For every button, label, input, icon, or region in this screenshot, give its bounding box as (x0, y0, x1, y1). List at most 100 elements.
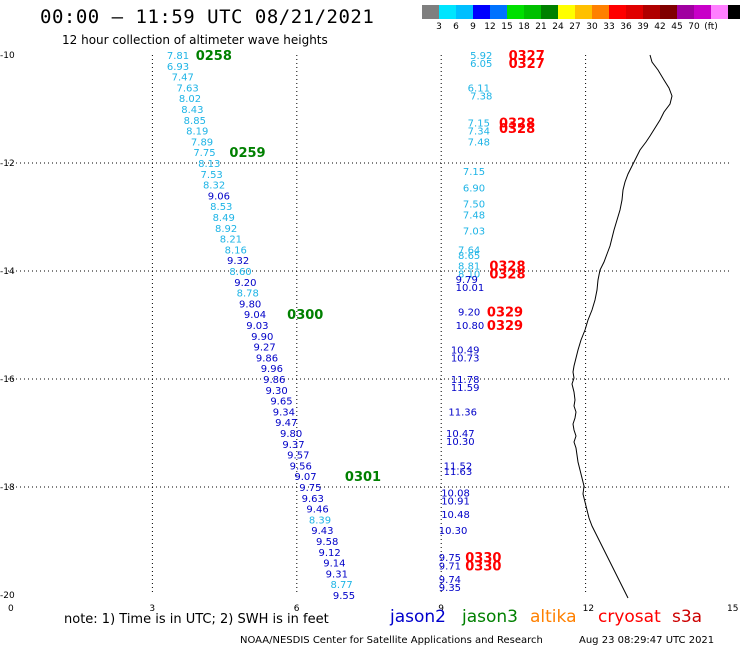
wave-height-value: 8.32 (203, 181, 225, 192)
wave-height-value: 10.49 (451, 345, 480, 356)
wave-height-value: 9.12 (318, 548, 340, 559)
wave-height-value: 9.56 (290, 461, 312, 472)
wave-height-value: 10.01 (456, 283, 485, 294)
wave-height-value: 7.50 (463, 200, 485, 211)
wave-height-value: 9.47 (275, 418, 297, 429)
x-tick-label: 0 (8, 604, 14, 614)
legend-s3a: s3a (672, 607, 703, 627)
wave-height-value: 9.27 (253, 343, 275, 354)
wave-height-value: 9.79 (456, 275, 478, 286)
legend-jason3: jason3 (462, 607, 518, 627)
wave-height-value: 9.07 (294, 472, 316, 483)
scale-label: 15 (501, 22, 513, 32)
pass-time-label: 0327 (509, 49, 545, 64)
wave-height-color-scale (422, 5, 740, 19)
wave-height-value: 9.37 (282, 440, 304, 451)
wave-height-value: 7.63 (176, 83, 198, 94)
scale-label: 39 (637, 22, 649, 32)
scale-swatch-9 (575, 5, 592, 19)
units-note: note: 1) Time is in UTC; 2) SWH is in fe… (64, 612, 329, 627)
wave-height-value: 8.13 (198, 159, 220, 170)
wave-height-value: 6.11 (468, 83, 490, 94)
scale-swatch-10 (592, 5, 609, 19)
x-tick-label: 12 (583, 604, 594, 614)
wave-height-value: 10.91 (441, 497, 470, 508)
scale-swatch-18 (728, 5, 740, 19)
wave-height-value: 9.63 (302, 494, 324, 505)
pass-time-label: 0328 (499, 117, 535, 132)
pass-time-labels: 0258025903000301032703270328032803280328… (196, 49, 545, 574)
scale-swatch-17 (711, 5, 728, 19)
wave-height-value: 9.65 (270, 397, 292, 408)
pass-time-label: 0259 (229, 146, 265, 161)
wave-height-value: 5.92 (470, 51, 492, 62)
wave-height-value: 8.49 (213, 213, 235, 224)
wave-height-value: 7.48 (468, 137, 490, 148)
wave-height-value: 7.38 (470, 92, 492, 103)
scale-swatch-2 (456, 5, 473, 19)
scale-label: 18 (518, 22, 530, 32)
wave-height-value: 8.19 (186, 127, 208, 138)
wave-height-value: 7.81 (167, 51, 189, 62)
wave-height-value: 9.80 (239, 299, 261, 310)
wave-height-value: 9.58 (316, 537, 338, 548)
wave-height-value: 7.48 (463, 210, 485, 221)
pass-time-label: 0329 (487, 319, 523, 334)
scale-label: 6 (453, 22, 459, 32)
wave-height-value: 8.39 (309, 515, 331, 526)
wave-height-value: 7.15 (468, 119, 490, 130)
x-tick-label: 6 (294, 604, 300, 614)
wave-height-value: 8.78 (237, 289, 259, 300)
wave-height-value: 10.80 (456, 321, 485, 332)
scale-swatch-7 (541, 5, 558, 19)
scale-swatch-14 (660, 5, 677, 19)
wave-height-value: 9.32 (227, 256, 249, 267)
scale-label: 33 (603, 22, 615, 32)
pass-time-label: 0328 (489, 268, 525, 283)
wave-height-value: 9.90 (251, 332, 273, 343)
wave-height-value: 9.55 (333, 591, 355, 602)
map-subtitle: 12 hour collection of altimeter wave hei… (62, 33, 328, 47)
wave-height-value: 9.30 (266, 386, 288, 397)
scale-label: 45 (671, 22, 683, 32)
wave-height-value: 8.85 (184, 116, 206, 127)
wave-height-value: 9.14 (323, 559, 345, 570)
scale-label: 27 (569, 22, 581, 32)
pass-time-label: 0300 (287, 308, 323, 323)
scale-swatch-11 (609, 5, 626, 19)
wave-height-value: 9.35 (439, 583, 461, 594)
map-grid (8, 55, 730, 595)
wave-height-value: 7.34 (468, 127, 490, 138)
wave-height-value: 8.60 (229, 267, 251, 278)
scale-swatch-6 (524, 5, 541, 19)
wave-height-value: 8.21 (220, 235, 242, 246)
wave-height-value: 9.80 (280, 429, 302, 440)
wave-height-value: 10.30 (446, 437, 475, 448)
wave-height-value: 7.75 (193, 148, 215, 159)
wave-height-value: 9.71 (439, 561, 461, 572)
pass-time-label: 0329 (487, 306, 523, 321)
pass-time-label: 0258 (196, 49, 232, 64)
wave-height-value: 9.31 (326, 569, 348, 580)
y-tick-label: -12 (0, 159, 15, 169)
scale-swatch-15 (677, 5, 694, 19)
wave-height-value: 9.34 (273, 407, 295, 418)
scale-swatch-3 (473, 5, 490, 19)
wave-height-value: 8.10 (458, 270, 480, 281)
scale-label: 21 (535, 22, 547, 32)
wave-height-value: 8.43 (181, 105, 203, 116)
wave-height-value: 6.90 (463, 183, 485, 194)
map-title: 00:00 – 11:59 UTC 08/21/2021 (40, 6, 375, 28)
wave-height-value: 11.63 (444, 467, 473, 478)
axis-ticks: 0 3 6 9 12 15 -10 -12 -14 -16 -18 -20 (0, 51, 738, 614)
y-tick-label: -10 (0, 51, 15, 61)
pass-time-label: 0328 (489, 260, 525, 275)
y-tick-label: -16 (0, 375, 15, 385)
scale-label: 30 (586, 22, 598, 32)
footer-credit: NOAA/NESDIS Center for Satellite Applica… (240, 635, 543, 646)
wave-height-value: 9.20 (458, 308, 480, 319)
y-tick-label: -18 (0, 483, 15, 493)
wave-height-value: 8.77 (330, 580, 352, 591)
wave-height-value: 10.47 (446, 429, 475, 440)
